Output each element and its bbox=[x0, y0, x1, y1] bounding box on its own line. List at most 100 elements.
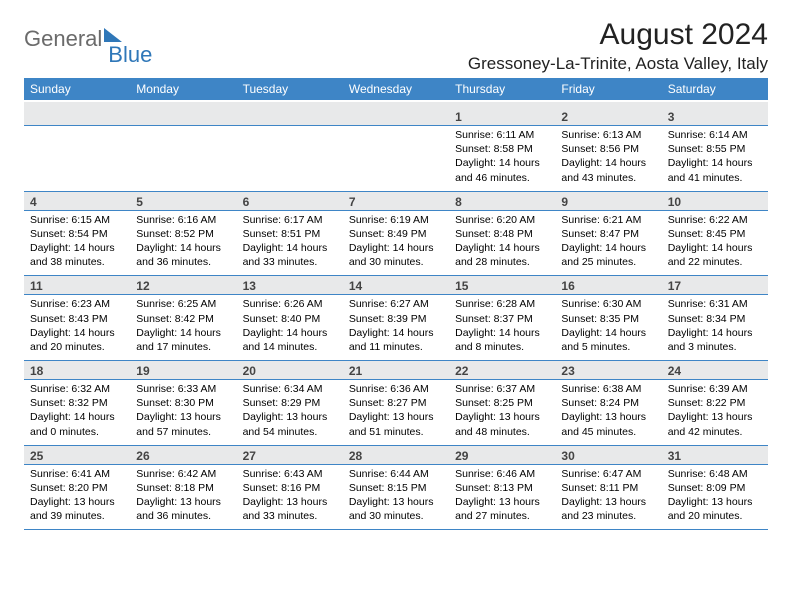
sunrise-text: Sunrise: 6:46 AM bbox=[455, 467, 549, 481]
location-subtitle: Gressoney-La-Trinite, Aosta Valley, Ital… bbox=[468, 54, 768, 74]
daylight-text: Daylight: 13 hours and 54 minutes. bbox=[243, 410, 337, 438]
sunset-text: Sunset: 8:13 PM bbox=[455, 481, 549, 495]
day-number: 12 bbox=[130, 276, 236, 295]
daylight-text: Daylight: 13 hours and 51 minutes. bbox=[349, 410, 443, 438]
daylight-text: Daylight: 13 hours and 33 minutes. bbox=[243, 495, 337, 523]
weekday-header: Friday bbox=[555, 78, 661, 101]
day-details: Sunrise: 6:46 AMSunset: 8:13 PMDaylight:… bbox=[449, 464, 555, 530]
sunset-text: Sunset: 8:11 PM bbox=[561, 481, 655, 495]
weekday-header: Wednesday bbox=[343, 78, 449, 101]
day-number: 19 bbox=[130, 361, 236, 380]
logo-triangle-icon bbox=[104, 28, 122, 42]
weekday-header: Tuesday bbox=[237, 78, 343, 101]
daylight-text: Daylight: 13 hours and 30 minutes. bbox=[349, 495, 443, 523]
daylight-text: Daylight: 14 hours and 0 minutes. bbox=[30, 410, 124, 438]
day-number: 22 bbox=[449, 361, 555, 380]
day-details: Sunrise: 6:22 AMSunset: 8:45 PMDaylight:… bbox=[662, 210, 768, 276]
weekday-header: Sunday bbox=[24, 78, 130, 101]
day-details: Sunrise: 6:39 AMSunset: 8:22 PMDaylight:… bbox=[662, 380, 768, 446]
sunrise-text: Sunrise: 6:21 AM bbox=[561, 213, 655, 227]
sunset-text: Sunset: 8:58 PM bbox=[455, 142, 549, 156]
day-details: Sunrise: 6:25 AMSunset: 8:42 PMDaylight:… bbox=[130, 295, 236, 361]
daylight-text: Daylight: 13 hours and 45 minutes. bbox=[561, 410, 655, 438]
sunset-text: Sunset: 8:43 PM bbox=[30, 312, 124, 326]
day-details: Sunrise: 6:43 AMSunset: 8:16 PMDaylight:… bbox=[237, 464, 343, 530]
daylight-text: Daylight: 13 hours and 39 minutes. bbox=[30, 495, 124, 523]
day-details: Sunrise: 6:28 AMSunset: 8:37 PMDaylight:… bbox=[449, 295, 555, 361]
day-details: Sunrise: 6:48 AMSunset: 8:09 PMDaylight:… bbox=[662, 464, 768, 530]
day-number bbox=[130, 107, 236, 126]
logo-word-blue: Blue bbox=[108, 42, 152, 68]
sunset-text: Sunset: 8:55 PM bbox=[668, 142, 762, 156]
day-details: Sunrise: 6:26 AMSunset: 8:40 PMDaylight:… bbox=[237, 295, 343, 361]
sunrise-text: Sunrise: 6:44 AM bbox=[349, 467, 443, 481]
sunrise-text: Sunrise: 6:30 AM bbox=[561, 297, 655, 311]
day-details: Sunrise: 6:13 AMSunset: 8:56 PMDaylight:… bbox=[555, 126, 661, 192]
day-number: 17 bbox=[662, 276, 768, 295]
week-daynum-row: 45678910 bbox=[24, 191, 768, 210]
sunrise-text: Sunrise: 6:20 AM bbox=[455, 213, 549, 227]
day-number: 1 bbox=[449, 107, 555, 126]
daylight-text: Daylight: 14 hours and 22 minutes. bbox=[668, 241, 762, 269]
sunset-text: Sunset: 8:32 PM bbox=[30, 396, 124, 410]
week-detail-row: Sunrise: 6:23 AMSunset: 8:43 PM Daylight:… bbox=[24, 295, 768, 361]
day-details: Sunrise: 6:33 AMSunset: 8:30 PMDaylight:… bbox=[130, 380, 236, 446]
brand-logo: General Blue bbox=[24, 18, 152, 52]
day-number: 14 bbox=[343, 276, 449, 295]
daylight-text: Daylight: 13 hours and 48 minutes. bbox=[455, 410, 549, 438]
daylight-text: Daylight: 14 hours and 8 minutes. bbox=[455, 326, 549, 354]
sunrise-text: Sunrise: 6:38 AM bbox=[561, 382, 655, 396]
day-number bbox=[24, 107, 130, 126]
day-number: 25 bbox=[24, 445, 130, 464]
day-details bbox=[237, 126, 343, 192]
day-details: Sunrise: 6:38 AMSunset: 8:24 PMDaylight:… bbox=[555, 380, 661, 446]
day-details: Sunrise: 6:31 AMSunset: 8:34 PMDaylight:… bbox=[662, 295, 768, 361]
daylight-text: Daylight: 14 hours and 38 minutes. bbox=[30, 241, 124, 269]
week-detail-row: Sunrise: 6:41 AMSunset: 8:20 PMDaylight:… bbox=[24, 464, 768, 530]
sunrise-text: Sunrise: 6:15 AM bbox=[30, 213, 124, 227]
sunset-text: Sunset: 8:54 PM bbox=[30, 227, 124, 241]
daylight-text: Daylight: 13 hours and 27 minutes. bbox=[455, 495, 549, 523]
sunrise-text: Sunrise: 6:47 AM bbox=[561, 467, 655, 481]
daylight-text: Daylight: 14 hours and 3 minutes. bbox=[668, 326, 762, 354]
day-number: 23 bbox=[555, 361, 661, 380]
sunrise-text: Sunrise: 6:19 AM bbox=[349, 213, 443, 227]
day-number: 30 bbox=[555, 445, 661, 464]
sunrise-text: Sunrise: 6:11 AM bbox=[455, 128, 549, 142]
sunrise-text: Sunrise: 6:36 AM bbox=[349, 382, 443, 396]
day-number: 15 bbox=[449, 276, 555, 295]
daylight-text: Daylight: 14 hours and 41 minutes. bbox=[668, 156, 762, 184]
daylight-text: Daylight: 14 hours and 28 minutes. bbox=[455, 241, 549, 269]
sunrise-text: Sunrise: 6:22 AM bbox=[668, 213, 762, 227]
sunrise-text: Sunrise: 6:17 AM bbox=[243, 213, 337, 227]
sunset-text: Sunset: 8:40 PM bbox=[243, 312, 337, 326]
sunset-text: Sunset: 8:29 PM bbox=[243, 396, 337, 410]
day-details bbox=[343, 126, 449, 192]
day-details: Sunrise: 6:15 AMSunset: 8:54 PMDaylight:… bbox=[24, 210, 130, 276]
daylight-text: Daylight: 14 hours and 43 minutes. bbox=[561, 156, 655, 184]
week-daynum-row: 25262728293031 bbox=[24, 445, 768, 464]
title-block: August 2024 Gressoney-La-Trinite, Aosta … bbox=[468, 18, 768, 74]
sunset-text: Sunset: 8:37 PM bbox=[455, 312, 549, 326]
day-number: 5 bbox=[130, 191, 236, 210]
day-number: 27 bbox=[237, 445, 343, 464]
daylight-text: Daylight: 14 hours and 17 minutes. bbox=[136, 326, 230, 354]
sunrise-text: Sunrise: 6:23 AM bbox=[30, 297, 124, 311]
week-daynum-row: 11121314151617 bbox=[24, 276, 768, 295]
day-number: 13 bbox=[237, 276, 343, 295]
sunrise-text: Sunrise: 6:25 AM bbox=[136, 297, 230, 311]
day-details: Sunrise: 6:44 AMSunset: 8:15 PMDaylight:… bbox=[343, 464, 449, 530]
day-details: Sunrise: 6:11 AMSunset: 8:58 PMDaylight:… bbox=[449, 126, 555, 192]
daylight-text: Daylight: 14 hours and 11 minutes. bbox=[349, 326, 443, 354]
day-details: Sunrise: 6:36 AMSunset: 8:27 PMDaylight:… bbox=[343, 380, 449, 446]
day-number: 26 bbox=[130, 445, 236, 464]
weekday-header: Thursday bbox=[449, 78, 555, 101]
day-number: 8 bbox=[449, 191, 555, 210]
week-daynum-row: 18192021222324 bbox=[24, 361, 768, 380]
daylight-text: Daylight: 13 hours and 23 minutes. bbox=[561, 495, 655, 523]
weekday-header-row: Sunday Monday Tuesday Wednesday Thursday… bbox=[24, 78, 768, 101]
sunset-text: Sunset: 8:18 PM bbox=[136, 481, 230, 495]
sunrise-text: Sunrise: 6:43 AM bbox=[243, 467, 337, 481]
sunset-text: Sunset: 8:15 PM bbox=[349, 481, 443, 495]
week-detail-row: Sunrise: 6:32 AMSunset: 8:32 PMDaylight:… bbox=[24, 380, 768, 446]
